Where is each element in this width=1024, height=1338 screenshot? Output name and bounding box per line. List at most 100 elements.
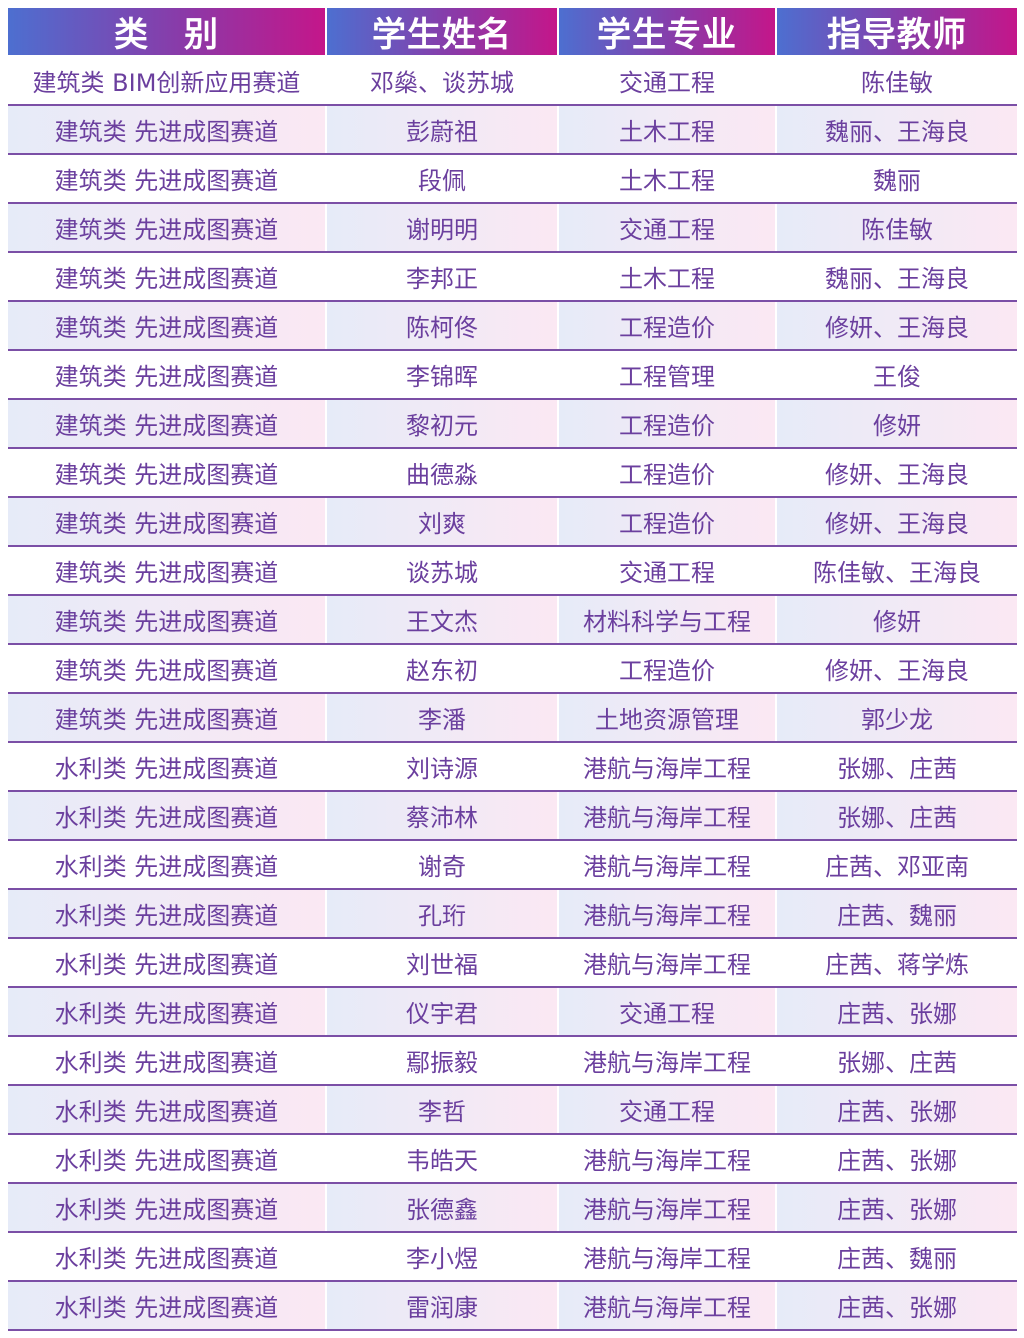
student-name-cell: 李潘 [325,694,557,741]
student-name-cell: 蔡沛林 [325,792,557,839]
major-cell: 港航与海岸工程 [557,1037,775,1084]
advisor-cell: 修妍、王海良 [775,449,1017,496]
advisor-cell: 庄茜、张娜 [775,1135,1017,1182]
category-cell: 建筑类 先进成图赛道 [8,596,325,643]
category-cell: 水利类 先进成图赛道 [54,1147,279,1175]
table-row: 建筑类 先进成图赛道 赵东初 工程造价 修妍、王海良 [8,645,1017,694]
category-cell: 建筑类 先进成图赛道 [8,498,325,545]
student-name-cell: 雷润康 [325,1282,557,1329]
category-cell: 建筑类 先进成图赛道 [54,559,279,587]
table-row: 水利类 先进成图赛道 李哲 交通工程 庄茜、张娜 [8,1086,1017,1135]
advisor-cell: 陈佳敏 [775,57,1017,104]
table-row: 水利类 先进成图赛道 刘诗源 港航与海岸工程 张娜、庄茜 [8,743,1017,792]
student-name-cell: 谢奇 [325,841,557,888]
table-row: 水利类 先进成图赛道 孔珩 港航与海岸工程 庄茜、魏丽 [8,890,1017,939]
category-cell: 水利类 先进成图赛道 [8,792,325,839]
major-cell: 土地资源管理 [557,694,775,741]
category-cell: 水利类 先进成图赛道 [8,1184,325,1231]
major-cell: 工程管理 [557,351,775,398]
category-cell: 建筑类 先进成图赛道 [8,302,325,349]
major-cell: 土木工程 [557,253,775,300]
major-cell: 交通工程 [557,1086,775,1133]
table-row: 建筑类 先进成图赛道 陈柯佟 工程造价 修妍、王海良 [8,302,1017,351]
table-row: 建筑类 先进成图赛道 段佩 土木工程 魏丽 [8,155,1017,204]
student-name-cell: 刘世福 [325,939,557,986]
advisor-cell: 庄茜、张娜 [775,1184,1017,1231]
advisor-cell: 修妍、王海良 [775,645,1017,692]
table-row: 水利类 先进成图赛道 李小煜 港航与海岸工程 庄茜、魏丽 [8,1233,1017,1282]
student-name-cell: 李锦晖 [325,351,557,398]
student-name-cell: 谈苏城 [325,547,557,594]
table-row: 水利类 先进成图赛道 雷润康 港航与海岸工程 庄茜、张娜 [8,1282,1017,1331]
major-cell: 港航与海岸工程 [557,890,775,937]
student-name-cell: 张德鑫 [325,1184,557,1231]
advisor-cell: 庄茜、邓亚南 [775,841,1017,888]
advisor-cell: 庄茜、魏丽 [775,890,1017,937]
advisor-cell: 修妍 [775,400,1017,447]
student-name-cell: 李哲 [325,1086,557,1133]
student-name-cell: 黎初元 [325,400,557,447]
table-row: 水利类 先进成图赛道 张德鑫 港航与海岸工程 庄茜、张娜 [8,1184,1017,1233]
advisor-cell: 修妍 [775,596,1017,643]
advisor-cell: 庄茜、魏丽 [775,1233,1017,1280]
table-row: 建筑类 先进成图赛道 黎初元 工程造价 修妍 [8,400,1017,449]
table-row: 建筑类 先进成图赛道 王文杰 材料科学与工程 修妍 [8,596,1017,645]
advisor-cell: 王俊 [775,351,1017,398]
header-student-name: 学生姓名 [325,8,557,55]
student-name-cell: 彭蔚祖 [325,106,557,153]
student-name-cell: 仪宇君 [325,988,557,1035]
category-cell: 水利类 先进成图赛道 [54,1245,279,1273]
major-cell: 工程造价 [557,302,775,349]
student-name-cell: 韦皓天 [325,1135,557,1182]
major-cell: 港航与海岸工程 [557,1135,775,1182]
student-name-cell: 刘爽 [325,498,557,545]
advisor-cell: 修妍、王海良 [775,302,1017,349]
header-major: 学生专业 [557,8,775,55]
category-cell: 水利类 先进成图赛道 [54,1049,279,1077]
category-cell: 水利类 先进成图赛道 [54,951,279,979]
major-cell: 土木工程 [557,106,775,153]
student-name-cell: 段佩 [325,155,557,202]
major-cell: 港航与海岸工程 [557,1233,775,1280]
table-row: 建筑类 先进成图赛道 李邦正 土木工程 魏丽、王海良 [8,253,1017,302]
category-cell: 水利类 先进成图赛道 [8,890,325,937]
major-cell: 交通工程 [557,547,775,594]
category-cell: 建筑类 先进成图赛道 [8,204,325,251]
table-row: 建筑类 先进成图赛道 彭蔚祖 土木工程 魏丽、王海良 [8,106,1017,155]
table-row: 建筑类 先进成图赛道 谢明明 交通工程 陈佳敏 [8,204,1017,253]
category-cell: 建筑类 先进成图赛道 [8,106,325,153]
award-table: 类 别 学生姓名 学生专业 指导教师 建筑类 BIM创新应用赛道 邓燊、谈苏城 交通… [8,8,1017,1331]
student-name-cell: 赵东初 [325,645,557,692]
advisor-cell: 魏丽 [775,155,1017,202]
advisor-cell: 庄茜、张娜 [775,1086,1017,1133]
student-name-cell: 谢明明 [325,204,557,251]
table-row: 建筑类 先进成图赛道 李潘 土地资源管理 郭少龙 [8,694,1017,743]
major-cell: 工程造价 [557,645,775,692]
advisor-cell: 庄茜、张娜 [775,1282,1017,1329]
advisor-cell: 魏丽、王海良 [775,253,1017,300]
major-cell: 港航与海岸工程 [557,1184,775,1231]
table-row: 建筑类 先进成图赛道 刘爽 工程造价 修妍、王海良 [8,498,1017,547]
table-row: 建筑类 BIM创新应用赛道 邓燊、谈苏城 交通工程 陈佳敏 [8,57,1017,106]
advisor-cell: 修妍、王海良 [775,498,1017,545]
table-row: 建筑类 先进成图赛道 李锦晖 工程管理 王俊 [8,351,1017,400]
student-name-cell: 邓燊、谈苏城 [325,57,557,104]
category-cell: 水利类 先进成图赛道 [8,1086,325,1133]
category-cell: 建筑类 先进成图赛道 [54,363,279,391]
table-row: 水利类 先进成图赛道 鄢振毅 港航与海岸工程 张娜、庄茜 [8,1037,1017,1086]
category-cell: 水利类 先进成图赛道 [8,988,325,1035]
major-cell: 工程造价 [557,498,775,545]
advisor-cell: 庄茜、张娜 [775,988,1017,1035]
table-row: 水利类 先进成图赛道 谢奇 港航与海岸工程 庄茜、邓亚南 [8,841,1017,890]
category-cell: 水利类 先进成图赛道 [54,853,279,881]
header-advisor: 指导教师 [775,8,1017,55]
category-cell: 建筑类 先进成图赛道 [8,694,325,741]
major-cell: 港航与海岸工程 [557,841,775,888]
table-body: 建筑类 BIM创新应用赛道 邓燊、谈苏城 交通工程 陈佳敏 建筑类 先进成图赛道 彭蔚祖土… [8,57,1017,1331]
student-name-cell: 孔珩 [325,890,557,937]
major-cell: 交通工程 [557,988,775,1035]
major-cell: 交通工程 [557,57,775,104]
student-name-cell: 曲德淼 [325,449,557,496]
table-row: 水利类 先进成图赛道 刘世福 港航与海岸工程 庄茜、蒋学炼 [8,939,1017,988]
category-cell: 建筑类 先进成图赛道 [8,400,325,447]
